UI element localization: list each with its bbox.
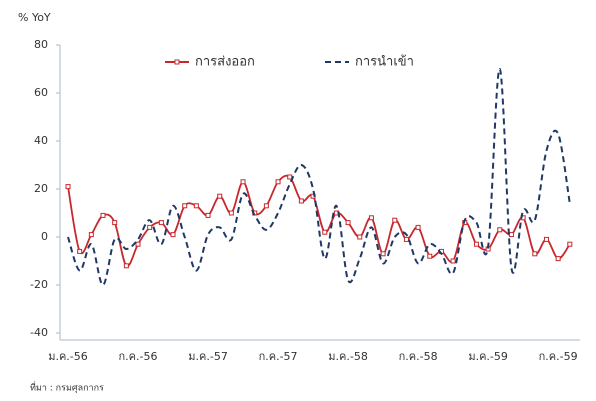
point-marker bbox=[485, 246, 491, 252]
y-tick-label: 0 bbox=[41, 230, 48, 243]
y-tick-label: 40 bbox=[34, 134, 48, 147]
x-tick-label: ก.ค.-56 bbox=[119, 350, 158, 363]
point-marker bbox=[158, 220, 164, 226]
y-tick-label: 60 bbox=[34, 86, 48, 99]
legend-label: การส่งออก bbox=[195, 55, 255, 70]
point-marker bbox=[228, 210, 234, 216]
point-marker bbox=[263, 203, 269, 209]
x-tick-label: ม.ค.-56 bbox=[48, 350, 88, 363]
series-line bbox=[67, 174, 571, 268]
point-marker bbox=[508, 232, 514, 238]
point-marker bbox=[532, 251, 538, 257]
point-marker bbox=[403, 236, 409, 242]
x-tick-label: ก.ค.-59 bbox=[539, 350, 578, 363]
legend-label: การนำเข้า bbox=[355, 55, 414, 70]
point-marker bbox=[240, 179, 246, 185]
point-marker bbox=[275, 179, 281, 185]
point-marker bbox=[287, 174, 293, 180]
point-marker bbox=[497, 227, 503, 233]
point-marker bbox=[543, 236, 549, 242]
point-marker bbox=[205, 212, 211, 218]
point-marker bbox=[135, 241, 141, 247]
point-marker bbox=[415, 224, 421, 230]
point-marker bbox=[322, 229, 328, 235]
point-marker bbox=[427, 253, 433, 259]
point-marker bbox=[567, 241, 573, 247]
y-tick-label: -40 bbox=[30, 326, 48, 339]
point-marker bbox=[217, 193, 223, 199]
point-marker bbox=[170, 232, 176, 238]
point-marker bbox=[193, 203, 199, 209]
point-marker bbox=[555, 256, 561, 262]
y-tick-label: -20 bbox=[30, 278, 48, 291]
point-marker bbox=[380, 251, 386, 257]
series-line bbox=[67, 67, 571, 287]
point-marker bbox=[450, 258, 456, 264]
point-marker bbox=[77, 248, 83, 254]
point-marker bbox=[298, 198, 304, 204]
y-tick-label: 80 bbox=[34, 38, 48, 51]
point-marker bbox=[100, 212, 106, 218]
x-tick-label: ม.ค.-57 bbox=[188, 350, 228, 363]
point-marker bbox=[520, 215, 526, 221]
point-marker bbox=[392, 217, 398, 223]
point-marker bbox=[473, 241, 479, 247]
point-marker bbox=[345, 220, 351, 226]
point-marker bbox=[123, 263, 129, 269]
point-marker bbox=[147, 224, 153, 230]
point-marker bbox=[88, 232, 94, 238]
point-marker bbox=[182, 203, 188, 209]
x-tick-label: ม.ค.-59 bbox=[468, 350, 508, 363]
y-tick-label: 20 bbox=[34, 182, 48, 195]
legend-marker bbox=[174, 59, 180, 65]
point-marker bbox=[368, 215, 374, 221]
source-note: ที่มา : กรมศุลกากร bbox=[30, 381, 104, 394]
x-tick-label: ม.ค.-58 bbox=[328, 350, 368, 363]
point-marker bbox=[65, 184, 71, 190]
x-tick-label: ก.ค.-57 bbox=[259, 350, 298, 363]
point-marker bbox=[112, 220, 118, 226]
point-marker bbox=[357, 234, 363, 240]
x-tick-label: ก.ค.-58 bbox=[399, 350, 438, 363]
y-axis-title: % YoY bbox=[18, 11, 51, 24]
